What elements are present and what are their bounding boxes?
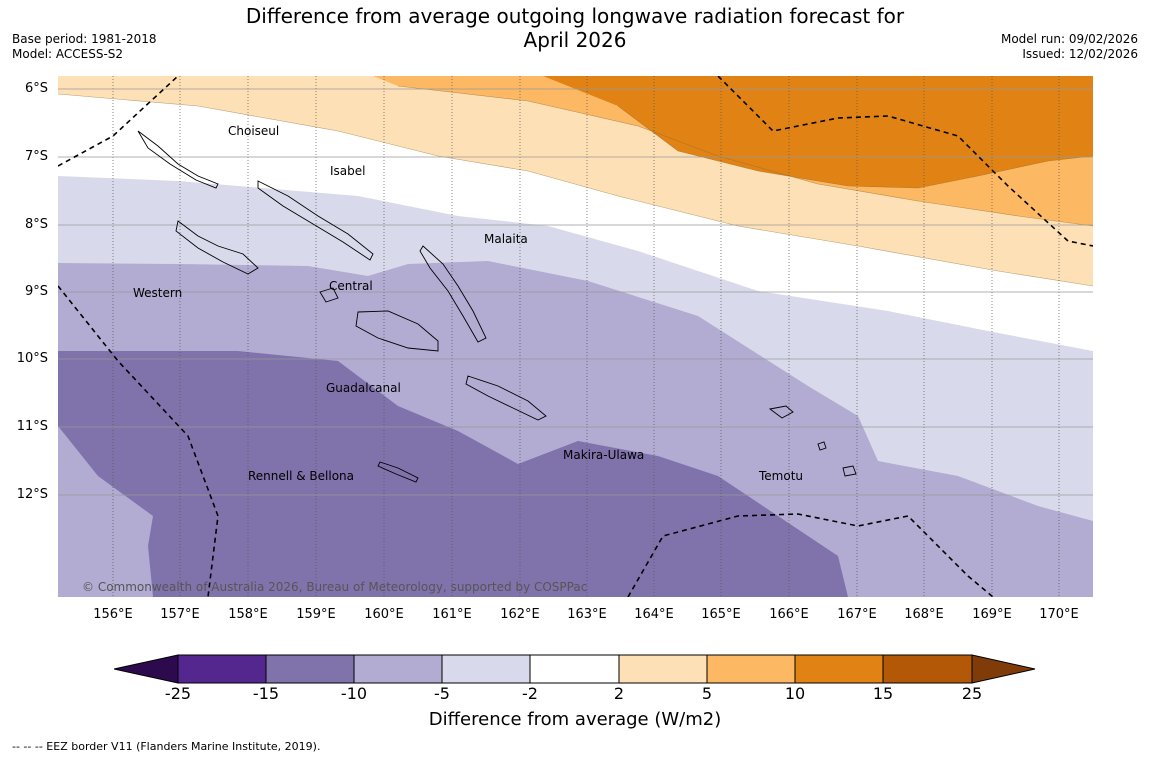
island-temotu xyxy=(768,405,794,419)
lon-label: 161°E xyxy=(432,607,472,622)
lon-label: 158°E xyxy=(228,607,268,622)
place-label-makira-ulawa: Makira-Ulawa xyxy=(563,448,645,462)
lon-label: 170°E xyxy=(1039,607,1079,622)
lon-label: 159°E xyxy=(296,607,336,622)
place-label-choiseul: Choiseul xyxy=(228,124,280,138)
lat-label: 10°S xyxy=(16,351,48,366)
island-rennell xyxy=(377,461,419,483)
map-panel xyxy=(58,76,1093,597)
island-isabel xyxy=(257,180,374,261)
title-line-2: April 2026 xyxy=(523,28,627,52)
eez-legend: -- -- -- EEZ border V11 (Flanders Marine… xyxy=(12,740,321,753)
band-minus10-left xyxy=(58,426,153,597)
lon-label: 163°E xyxy=(567,607,607,622)
island-guadalcanal xyxy=(355,310,439,352)
place-label-guadalcanal: Guadalcanal xyxy=(326,381,401,395)
island-central xyxy=(319,287,339,303)
colorbar-tick: -15 xyxy=(252,684,280,703)
island-makira xyxy=(465,375,547,421)
place-label-western: Western xyxy=(133,286,183,300)
lat-label: 7°S xyxy=(24,149,48,164)
colorbar-extend-high xyxy=(971,654,1036,684)
colorbar-bin xyxy=(265,654,355,684)
lon-label: 167°E xyxy=(837,607,877,622)
place-label-central: Central xyxy=(329,279,373,293)
lat-label: 12°S xyxy=(16,487,48,502)
contour-lines xyxy=(58,85,1093,287)
colorbar-bin xyxy=(618,654,708,684)
lon-label: 162°E xyxy=(500,607,540,622)
lon-label: 166°E xyxy=(769,607,809,622)
colorbar-tick: 25 xyxy=(961,684,983,703)
lat-label: 6°S xyxy=(24,81,48,96)
lon-label: 169°E xyxy=(972,607,1012,622)
title-line-1: Difference from average outgoing longwav… xyxy=(245,4,905,28)
colorbar-tick: -10 xyxy=(340,684,368,703)
model-run: Model run: 09/02/2026 xyxy=(1000,32,1138,46)
colorbar-tick: 15 xyxy=(872,684,894,703)
place-label-isabel: Isabel xyxy=(330,164,366,178)
issued-date: Issued: 12/02/2026 xyxy=(1022,47,1138,61)
lon-label: 168°E xyxy=(904,607,944,622)
colorbar-bin xyxy=(353,654,443,684)
lat-label: 8°S xyxy=(24,217,48,232)
chart-title: Difference from average outgoing longwav… xyxy=(230,4,920,52)
lat-label: 11°S xyxy=(16,419,48,434)
colorbar-extend-low xyxy=(114,654,179,684)
island-malaita xyxy=(419,245,487,343)
place-label-rennell-bellona: Rennell & Bellona xyxy=(248,469,355,483)
island-vanikoro xyxy=(817,441,827,451)
base-period: Base period: 1981-2018 xyxy=(12,32,157,46)
lat-lines xyxy=(58,88,1093,496)
place-label-temotu: Temotu xyxy=(759,469,804,483)
meta-left: Base period: 1981-2018 Model: ACCESS-S2 xyxy=(12,32,157,62)
colorbar-tick: 5 xyxy=(701,684,713,703)
colorbar-bin xyxy=(794,654,884,684)
lat-label: 9°S xyxy=(24,284,48,299)
meta-right: Model run: 09/02/2026 Issued: 12/02/2026 xyxy=(1001,32,1138,62)
colorbar-tick: -5 xyxy=(434,684,450,703)
colorbar-bin xyxy=(441,654,531,684)
colorbar-tick: -25 xyxy=(164,684,192,703)
colorbar-bin xyxy=(177,654,267,684)
place-label-malaita: Malaita xyxy=(484,232,528,246)
model-name: Model: ACCESS-S2 xyxy=(12,47,124,61)
island-choiseul xyxy=(137,130,219,189)
lon-label: 156°E xyxy=(93,607,133,622)
copyright-notice: © Commonwealth of Australia 2026, Bureau… xyxy=(82,580,588,594)
colorbar-bin xyxy=(706,654,796,684)
colorbar-tick: -2 xyxy=(522,684,538,703)
colorbar-tick: 2 xyxy=(613,684,625,703)
island-new-georgia xyxy=(175,220,259,275)
colorbar-bin xyxy=(882,654,973,684)
colorbar-bin xyxy=(529,654,620,684)
lon-label: 165°E xyxy=(701,607,741,622)
lon-label: 157°E xyxy=(160,607,200,622)
islands xyxy=(137,130,857,483)
eez-border xyxy=(58,76,1093,597)
island-temotu-small xyxy=(842,465,857,477)
lon-label: 164°E xyxy=(634,607,674,622)
colorbar-tick: 10 xyxy=(784,684,806,703)
colorbar-title: Difference from average (W/m2) xyxy=(428,709,722,730)
lon-label: 160°E xyxy=(364,607,404,622)
colorbar xyxy=(114,654,1036,684)
band-plus10 xyxy=(543,76,1093,188)
